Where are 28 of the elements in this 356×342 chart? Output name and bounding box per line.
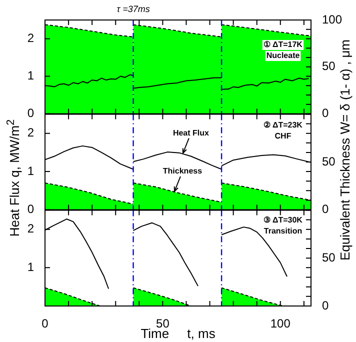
annotation: Heat Flux — [172, 128, 210, 138]
y-tick-label: 1 — [27, 260, 34, 274]
annotation: CHF — [274, 131, 292, 140]
y2-tick-label: 0 — [322, 298, 329, 312]
y-tick-label: 2 — [27, 222, 34, 236]
y-tick-label: 0 — [27, 202, 34, 216]
y2-axis-title: Equivalent Thickness W= δ (1- α) , μm — [338, 39, 352, 261]
annotation: Nucleate — [266, 51, 300, 60]
x-tick-label: 100 — [270, 316, 291, 331]
annotation: Transition — [264, 226, 302, 236]
x-tick-label: 0 — [42, 316, 49, 331]
x-tick-label: 50 — [156, 316, 170, 331]
annotation: Thickness — [162, 166, 203, 176]
chart-title: τ =37ms — [116, 4, 150, 14]
y2-tick-label: 100 — [322, 12, 342, 26]
annotation: ③ ΔT=30K — [264, 215, 303, 224]
y-tick-label: 1 — [27, 164, 34, 178]
annotation: ② ΔT=23K — [264, 120, 303, 130]
y2-tick-label: 50 — [322, 250, 336, 264]
y2-tick-label: 50 — [322, 59, 336, 74]
annotation: ① ΔT=17K — [264, 40, 303, 50]
y-tick-label: 0 — [27, 106, 34, 120]
y-tick-label: 2 — [27, 31, 34, 46]
y-tick-label: 2 — [27, 126, 34, 140]
y2-tick-label: 0 — [322, 106, 329, 120]
y2-tick-label: 0 — [322, 202, 329, 216]
y-tick-label: 1 — [27, 68, 34, 83]
y2-tick-label: 50 — [322, 154, 336, 168]
